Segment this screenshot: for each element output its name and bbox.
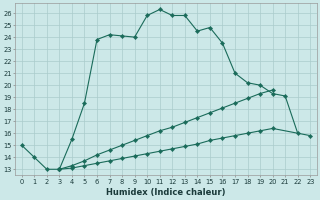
X-axis label: Humidex (Indice chaleur): Humidex (Indice chaleur) bbox=[106, 188, 226, 197]
